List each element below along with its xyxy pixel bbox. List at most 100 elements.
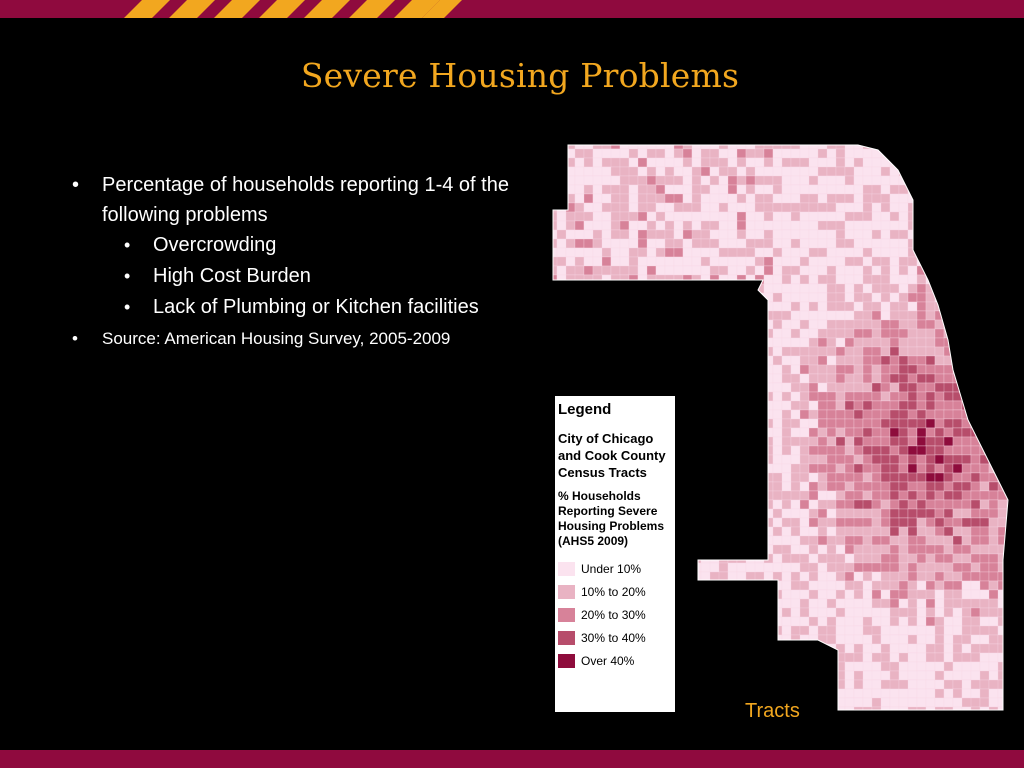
tract-cell xyxy=(772,454,783,465)
tract-cell xyxy=(943,643,954,654)
tract-cell xyxy=(988,328,999,339)
tract-cell xyxy=(925,409,936,420)
tract-cell xyxy=(1016,680,1018,689)
tract-cell xyxy=(799,472,810,483)
tract-cell xyxy=(673,292,693,303)
tract-cell xyxy=(718,481,729,492)
tract-cell xyxy=(772,283,783,294)
tract-cell xyxy=(889,490,900,501)
tract-cell xyxy=(808,454,819,465)
tract-cell xyxy=(682,328,693,339)
tract-cell xyxy=(943,706,954,710)
tract-cell xyxy=(844,418,855,429)
tract-cell xyxy=(898,670,909,681)
tract-cell xyxy=(934,508,945,519)
tract-cell xyxy=(934,544,945,555)
tract-cell xyxy=(718,661,729,672)
tract-cell xyxy=(853,409,864,420)
tract-cell xyxy=(952,517,963,528)
tract-cell xyxy=(565,319,576,330)
tract-cell xyxy=(943,490,954,501)
tract-cell xyxy=(754,436,765,447)
tract-cell xyxy=(925,400,936,411)
tract-cell xyxy=(673,301,693,312)
tract-cell xyxy=(979,373,990,384)
tract-cell xyxy=(979,148,990,159)
tract-cell xyxy=(925,193,936,204)
tract-cell xyxy=(736,481,747,492)
tract-cell xyxy=(700,427,711,438)
tract-cell xyxy=(961,238,972,249)
tract-cell xyxy=(979,157,990,168)
tract-cell xyxy=(556,292,576,303)
tract-cell xyxy=(997,346,1008,357)
tract-cell xyxy=(700,688,711,699)
tract-cell xyxy=(862,463,873,474)
tract-cell xyxy=(745,553,756,564)
tract-cell xyxy=(988,391,999,402)
tract-cell xyxy=(709,346,720,357)
tract-cell xyxy=(1006,616,1008,627)
tract-cell xyxy=(961,508,972,519)
tract-cell xyxy=(925,490,936,501)
tract-cell xyxy=(718,436,729,447)
tract-cell xyxy=(682,490,693,501)
tract-cell xyxy=(943,589,954,600)
tract-cell xyxy=(844,184,855,195)
tract-cell xyxy=(835,373,846,384)
tract-cell xyxy=(799,310,810,321)
tract-cell xyxy=(799,670,810,681)
tract-cell xyxy=(1016,248,1018,257)
tract-cell xyxy=(997,256,1008,267)
tract-cell xyxy=(853,238,864,249)
tract-cell xyxy=(997,391,1008,402)
tract-cell xyxy=(727,526,747,537)
tract-cell xyxy=(826,679,837,690)
tract-cell xyxy=(583,292,594,303)
tract-cell xyxy=(988,229,1008,240)
tract-cell xyxy=(790,301,801,312)
tract-cell xyxy=(808,220,819,231)
tract-cell xyxy=(817,643,828,654)
tract-cell xyxy=(682,256,693,267)
tract-cell xyxy=(1006,211,1008,222)
tract-cell xyxy=(754,508,765,519)
tract-cell xyxy=(1016,698,1018,707)
tract-cell xyxy=(682,310,693,321)
tract-cell xyxy=(952,427,963,438)
tract-cell xyxy=(790,499,801,510)
tract-cell xyxy=(943,535,954,546)
tract-cell xyxy=(997,544,1008,555)
tract-cell xyxy=(889,553,900,564)
legend-swatch xyxy=(558,561,575,576)
tract-cell xyxy=(754,643,774,654)
tract-cell xyxy=(700,418,711,429)
tract-cell xyxy=(862,499,873,510)
tract-cell xyxy=(871,499,882,510)
tract-cell xyxy=(880,175,891,186)
tract-cell xyxy=(592,193,603,204)
tract-cell xyxy=(745,616,756,627)
tract-cell xyxy=(952,202,972,213)
tract-cell xyxy=(880,193,891,204)
tract-cell xyxy=(853,490,864,501)
tract-cell xyxy=(844,544,855,555)
tract-cell xyxy=(835,301,846,312)
tract-cell xyxy=(952,598,963,609)
tract-cell xyxy=(1006,148,1008,159)
tract-cell xyxy=(952,706,963,710)
tract-cell xyxy=(556,247,567,258)
tract-cell xyxy=(862,643,873,654)
tract-cell xyxy=(916,145,927,150)
tract-cell xyxy=(772,220,783,231)
tract-cell xyxy=(565,328,576,339)
tract-cell xyxy=(754,616,774,627)
tract-cell xyxy=(655,337,666,348)
tract-cell xyxy=(610,301,630,312)
tract-cell xyxy=(691,544,702,555)
tract-cell xyxy=(925,427,936,438)
tract-cell xyxy=(943,508,954,519)
tract-cell xyxy=(853,697,864,708)
tract-cell xyxy=(970,301,981,312)
tract-cell xyxy=(853,436,864,447)
